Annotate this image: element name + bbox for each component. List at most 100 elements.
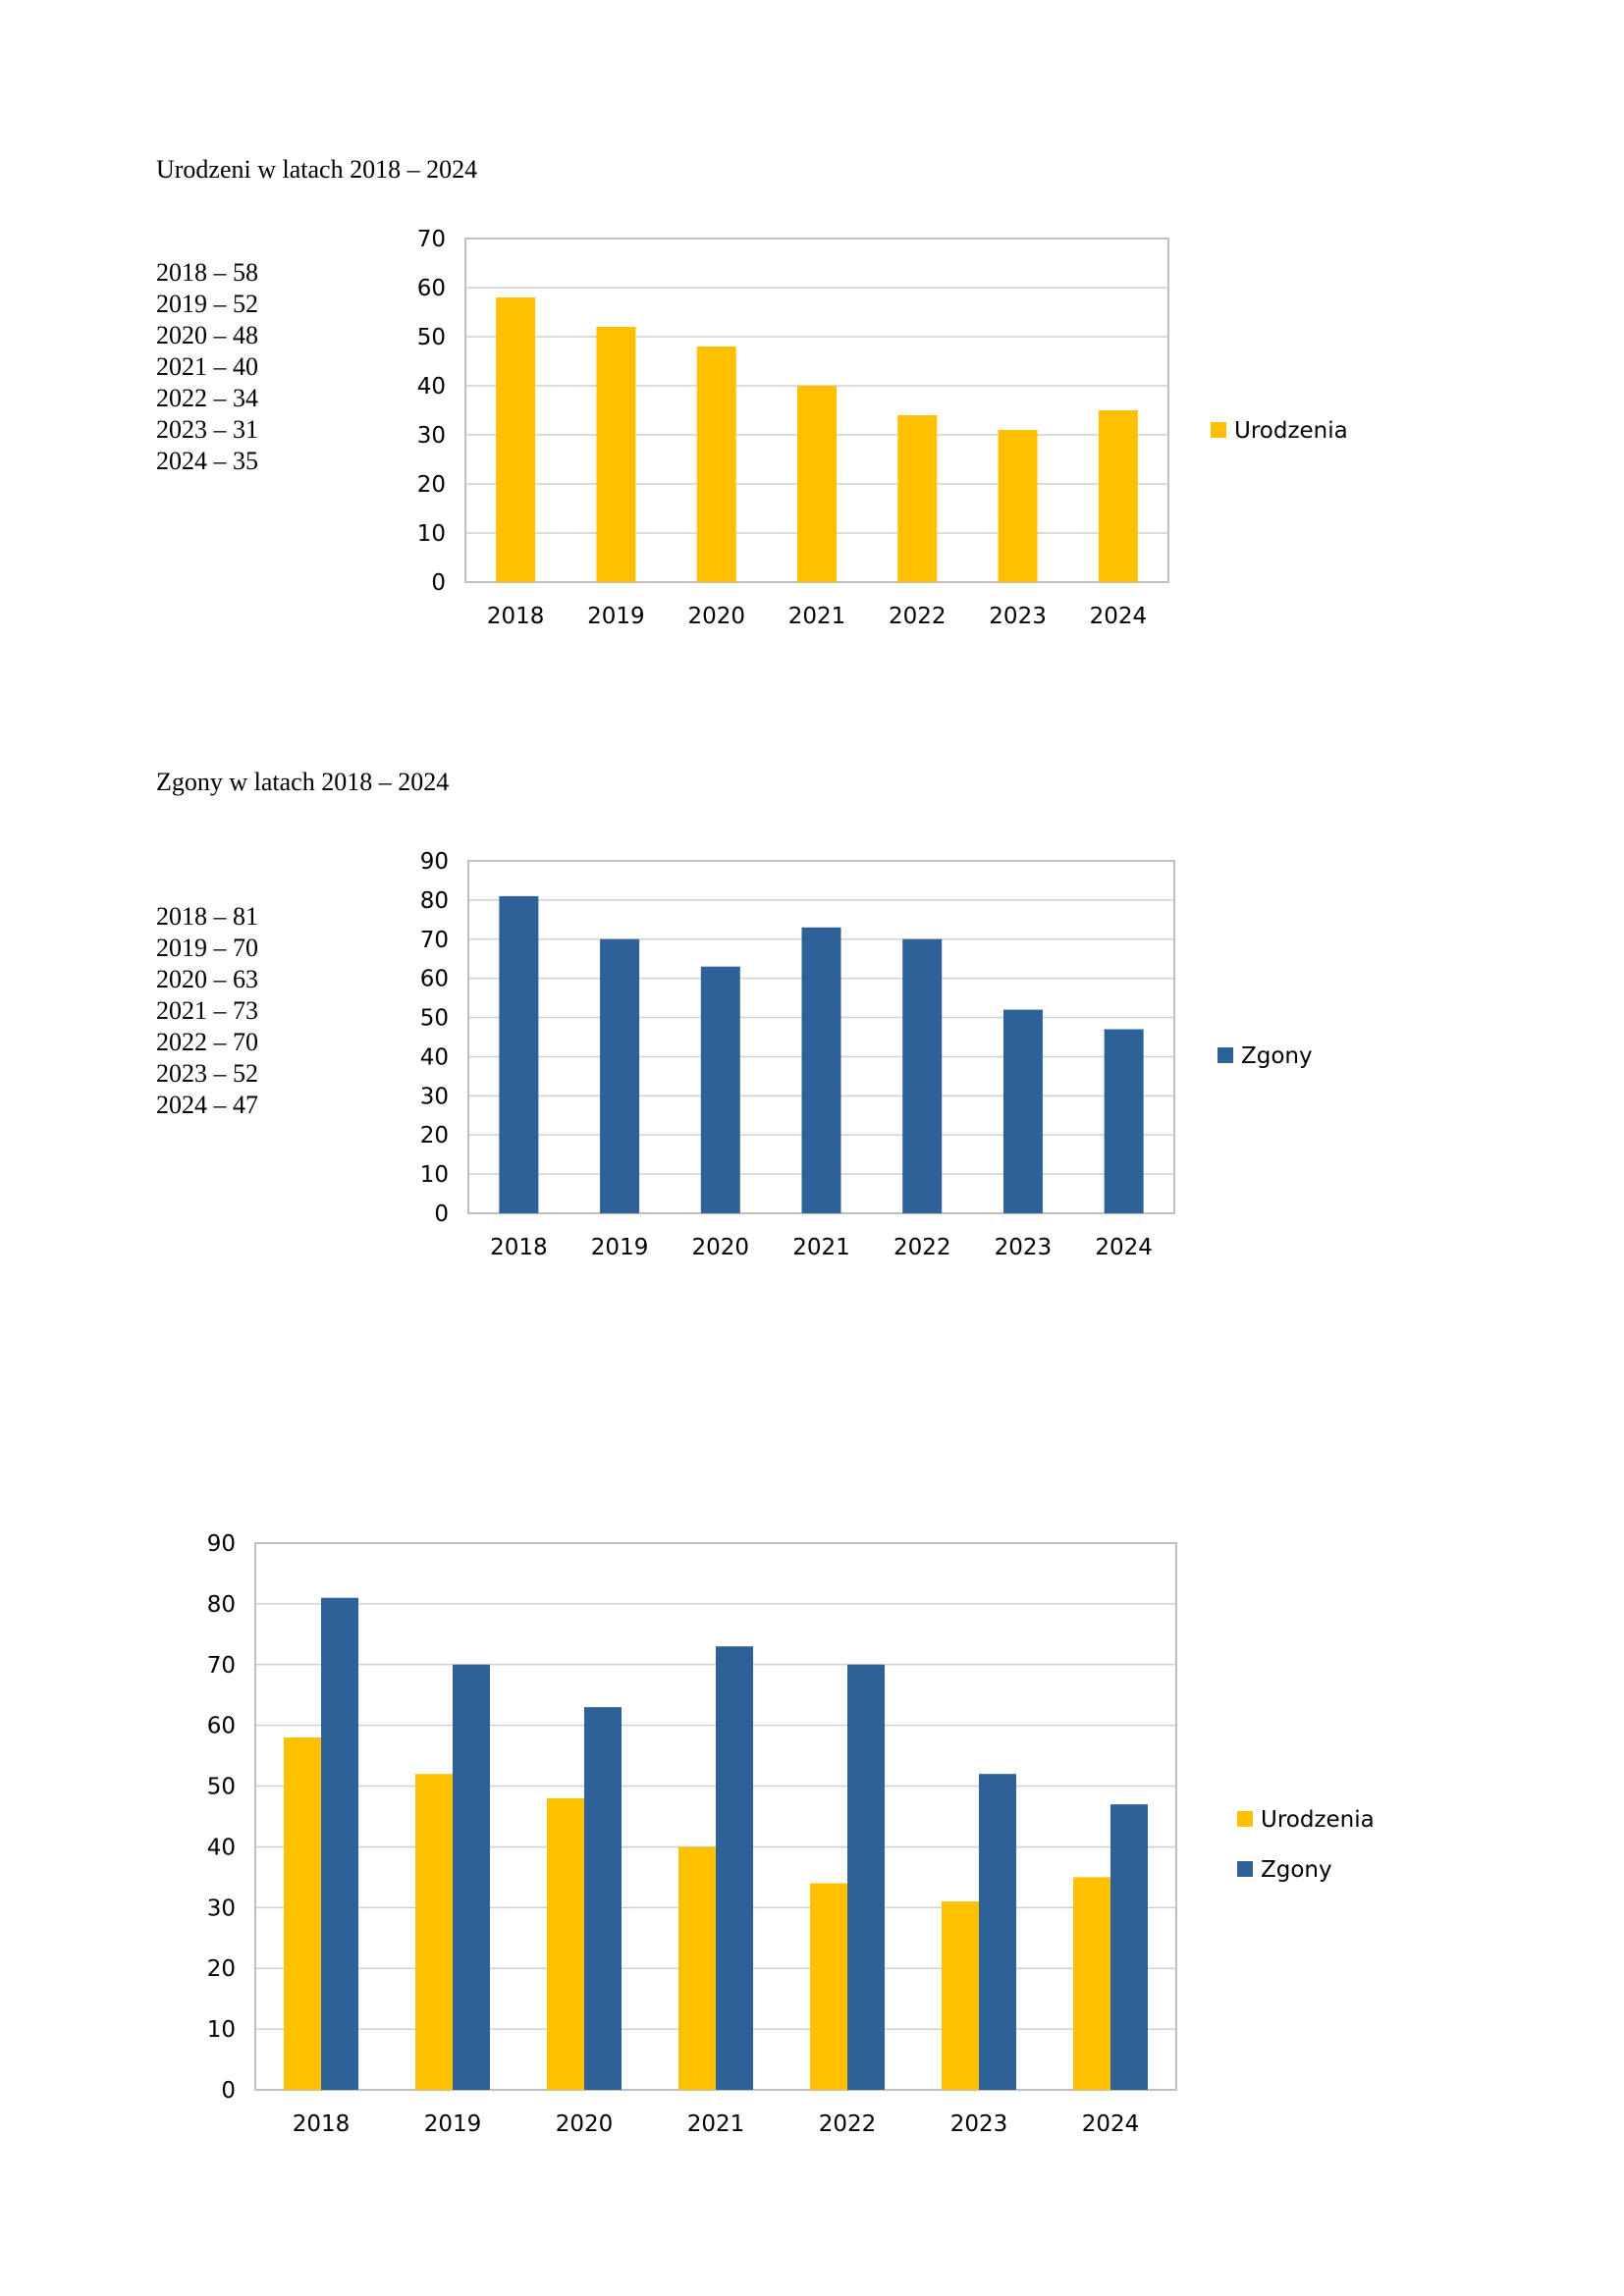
y-tick-label: 70 xyxy=(207,1653,236,1679)
bar-urodzenia-2022 xyxy=(810,1883,847,2090)
y-tick-label: 10 xyxy=(420,1162,449,1188)
x-tick-label: 2023 xyxy=(950,2111,1008,2137)
y-tick-label: 20 xyxy=(420,1123,449,1148)
bar-urodzenia-2021 xyxy=(678,1846,716,2090)
y-tick-label: 80 xyxy=(207,1592,236,1618)
bar-urodzenia-2018 xyxy=(284,1737,321,2090)
births-heading: Urodzeni w latach 2018 – 2024 xyxy=(156,155,478,184)
y-tick-label: 0 xyxy=(221,2078,236,2104)
bar-zgony-2018 xyxy=(499,895,539,1213)
bar-zgony-2022 xyxy=(847,1664,885,2090)
x-tick-label: 2020 xyxy=(556,2111,614,2137)
bar-zgony-2023 xyxy=(1002,1009,1043,1213)
deaths-heading: Zgony w latach 2018 – 2024 xyxy=(156,768,450,796)
y-tick-label: 40 xyxy=(207,1835,236,1860)
y-tick-label: 60 xyxy=(417,276,446,301)
list-item: 2023 – 31 xyxy=(156,415,258,444)
y-tick-label: 30 xyxy=(417,423,446,449)
legend-swatch-urodzenia xyxy=(1211,422,1226,438)
y-tick-label: 90 xyxy=(207,1531,236,1557)
y-tick-label: 10 xyxy=(417,521,446,547)
x-tick-label: 2024 xyxy=(1095,1235,1153,1260)
x-tick-label: 2022 xyxy=(889,604,947,629)
y-tick-label: 20 xyxy=(417,472,446,498)
list-item: 2022 – 34 xyxy=(156,384,258,412)
list-item: 2021 – 40 xyxy=(156,352,258,381)
legend-label-urodzenia: Urodzenia xyxy=(1234,418,1348,444)
y-tick-label: 70 xyxy=(420,928,449,953)
bar-zgony-2018 xyxy=(321,1597,358,2090)
legend-label-zgony: Zgony xyxy=(1261,1857,1332,1883)
legend-swatch-zgony xyxy=(1237,1861,1253,1877)
y-tick-label: 80 xyxy=(420,888,449,914)
y-tick-label: 0 xyxy=(434,1201,449,1227)
bar-urodzenia-2023 xyxy=(942,1901,979,2090)
x-tick-label: 2022 xyxy=(893,1235,951,1260)
x-tick-label: 2018 xyxy=(487,604,545,629)
x-tick-label: 2018 xyxy=(490,1235,548,1260)
y-tick-label: 60 xyxy=(207,1714,236,1739)
list-item: 2020 – 48 xyxy=(156,321,258,349)
y-tick-label: 60 xyxy=(420,967,449,992)
bar-zgony-2021 xyxy=(801,927,841,1213)
x-tick-label: 2021 xyxy=(788,604,846,629)
bar-zgony-2019 xyxy=(600,938,640,1213)
list-item: 2021 – 73 xyxy=(156,996,258,1025)
bar-zgony-2024 xyxy=(1110,1804,1148,2090)
x-tick-label: 2024 xyxy=(1090,604,1148,629)
list-item: 2018 – 81 xyxy=(156,902,258,931)
y-tick-label: 40 xyxy=(417,374,446,400)
bar-urodzenia-2024 xyxy=(1073,1877,1110,2090)
legend-label-zgony: Zgony xyxy=(1241,1043,1313,1069)
x-tick-label: 2021 xyxy=(792,1235,850,1260)
y-tick-label: 10 xyxy=(207,2017,236,2043)
bar-zgony-2022 xyxy=(902,938,943,1213)
bar-zgony-2020 xyxy=(700,966,740,1213)
y-tick-label: 30 xyxy=(207,1896,236,1921)
list-item: 2022 – 70 xyxy=(156,1028,258,1056)
legend-label-urodzenia: Urodzenia xyxy=(1261,1807,1375,1833)
deaths-values-list: 2018 – 81 2019 – 70 2020 – 63 2021 – 73 … xyxy=(156,901,258,1121)
y-tick-label: 90 xyxy=(420,849,449,875)
x-tick-label: 2019 xyxy=(587,604,645,629)
x-tick-label: 2019 xyxy=(591,1235,649,1260)
list-item: 2019 – 70 xyxy=(156,934,258,962)
bar-zgony-2021 xyxy=(716,1646,753,2090)
list-item: 2018 – 58 xyxy=(156,258,258,287)
list-item: 2024 – 47 xyxy=(156,1091,258,1119)
bar-urodzenia-2023 xyxy=(998,430,1038,582)
x-tick-label: 2023 xyxy=(989,604,1047,629)
list-item: 2023 – 52 xyxy=(156,1059,258,1088)
x-tick-label: 2020 xyxy=(692,1235,750,1260)
x-tick-label: 2022 xyxy=(819,2111,877,2137)
bar-zgony-2019 xyxy=(453,1664,490,2090)
list-item: 2020 – 63 xyxy=(156,965,258,993)
x-tick-label: 2023 xyxy=(995,1235,1053,1260)
y-tick-label: 30 xyxy=(420,1084,449,1109)
x-tick-label: 2020 xyxy=(687,604,745,629)
y-tick-label: 50 xyxy=(417,325,446,350)
y-tick-label: 70 xyxy=(417,227,446,252)
bar-urodzenia-2019 xyxy=(415,1774,453,2090)
bar-urodzenia-2020 xyxy=(547,1797,584,2090)
x-tick-label: 2018 xyxy=(293,2111,351,2137)
bar-urodzenia-2022 xyxy=(897,415,938,582)
bar-urodzenia-2024 xyxy=(1098,410,1138,582)
y-tick-label: 50 xyxy=(207,1775,236,1800)
bar-urodzenia-2018 xyxy=(496,297,536,582)
bar-zgony-2020 xyxy=(584,1707,622,2090)
x-tick-label: 2021 xyxy=(687,2111,745,2137)
births-values-list: 2018 – 58 2019 – 52 2020 – 48 2021 – 40 … xyxy=(156,257,258,477)
y-tick-label: 50 xyxy=(420,1006,449,1032)
bar-zgony-2024 xyxy=(1104,1029,1144,1213)
bar-urodzenia-2019 xyxy=(596,327,636,582)
list-item: 2024 – 35 xyxy=(156,447,258,475)
y-tick-label: 20 xyxy=(207,1956,236,1982)
bar-urodzenia-2021 xyxy=(797,386,837,582)
bar-urodzenia-2020 xyxy=(696,347,736,582)
legend-swatch-urodzenia xyxy=(1237,1811,1253,1827)
x-tick-label: 2019 xyxy=(424,2111,482,2137)
